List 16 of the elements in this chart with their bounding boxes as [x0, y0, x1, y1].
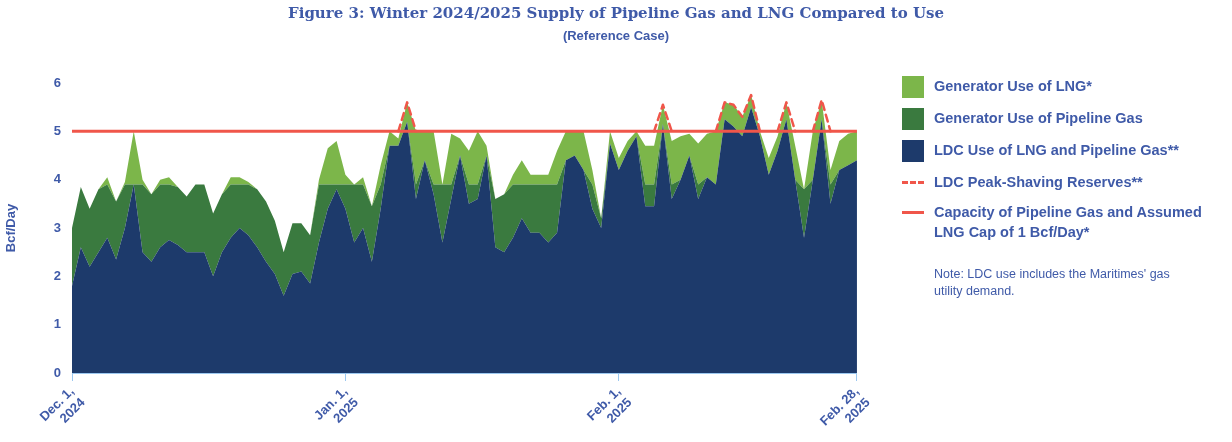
legend-label: Capacity of Pipeline Gas and Assumed LNG Cap of 1 Bcf/Day* — [934, 203, 1203, 242]
chart-title: Figure 3: Winter 2024/2025 Supply of Pipeline Gas and LNG Compared to Use — [287, 4, 945, 22]
legend-label: Generator Use of LNG* — [934, 77, 1092, 96]
legend-label: LDC Use of LNG and Pipeline Gas** — [934, 141, 1179, 160]
y-tick-label: 6 — [53, 74, 61, 90]
y-tick-label: 1 — [53, 316, 61, 332]
y-tick-label: 5 — [53, 122, 61, 138]
y-tick-label: 0 — [53, 364, 61, 380]
text: Note: LDC use includes the Maritimes' gas utility demand. — [934, 266, 1171, 300]
y-tick-label: 3 — [53, 219, 61, 235]
y-tick-label: 2 — [53, 267, 61, 283]
y-tick-label: 4 — [53, 171, 62, 187]
y-axis-title: Bcf/Day — [3, 203, 19, 253]
chart-subtitle: (Reference Case) — [561, 28, 671, 43]
legend-label: LDC Peak-Shaving Reserves** — [934, 173, 1143, 192]
legend-label: Generator Use of Pipeline Gas — [934, 109, 1143, 128]
